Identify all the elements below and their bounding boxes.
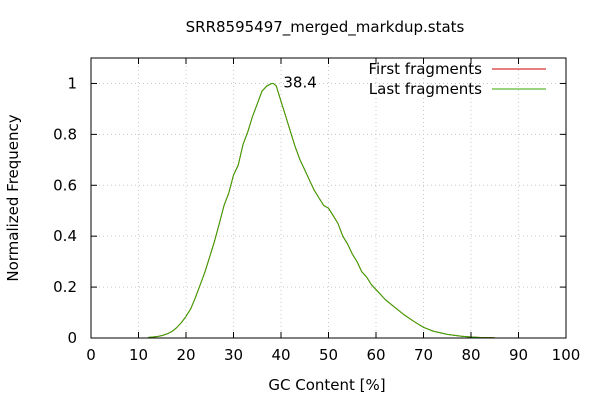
y-tick-label: 0	[67, 329, 77, 347]
y-tick-label: 1	[67, 74, 77, 92]
legend: First fragments Last fragments	[368, 60, 546, 98]
x-tick-label: 60	[366, 346, 385, 364]
chart-title: SRR8595497_merged_markdup.stats	[186, 18, 465, 37]
y-tick-label: 0.8	[53, 125, 77, 143]
y-tick-label: 0.4	[53, 227, 77, 245]
peak-annotation: 38.4	[283, 73, 316, 91]
x-tick-label: 10	[129, 346, 148, 364]
series-line-1	[147, 83, 495, 339]
x-axis-label: GC Content [%]	[268, 376, 385, 394]
legend-label-2: Last fragments	[369, 80, 482, 98]
grid-layer	[91, 58, 566, 338]
y-tick-label: 0.2	[53, 278, 77, 296]
y-axis-label: Normalized Frequency	[4, 114, 22, 281]
tick-layer: 0 10 20 30 40 50 60 70 80 90 100 0 0.2 0.4 0.6 0.8 1	[53, 58, 580, 364]
x-tick-label: 50	[319, 346, 338, 364]
annotation-layer: 38.4	[283, 73, 316, 91]
series-layer	[147, 83, 495, 339]
x-tick-label: 100	[552, 346, 581, 364]
x-tick-label: 20	[176, 346, 195, 364]
x-tick-label: 40	[271, 346, 290, 364]
x-tick-label: 70	[414, 346, 433, 364]
x-tick-label: 0	[86, 346, 96, 364]
x-tick-label: 30	[224, 346, 243, 364]
series-line-2	[147, 83, 495, 339]
x-tick-label: 90	[509, 346, 528, 364]
x-tick-label: 80	[461, 346, 480, 364]
legend-label-1: First fragments	[368, 60, 482, 78]
y-tick-label: 0.6	[53, 176, 77, 194]
